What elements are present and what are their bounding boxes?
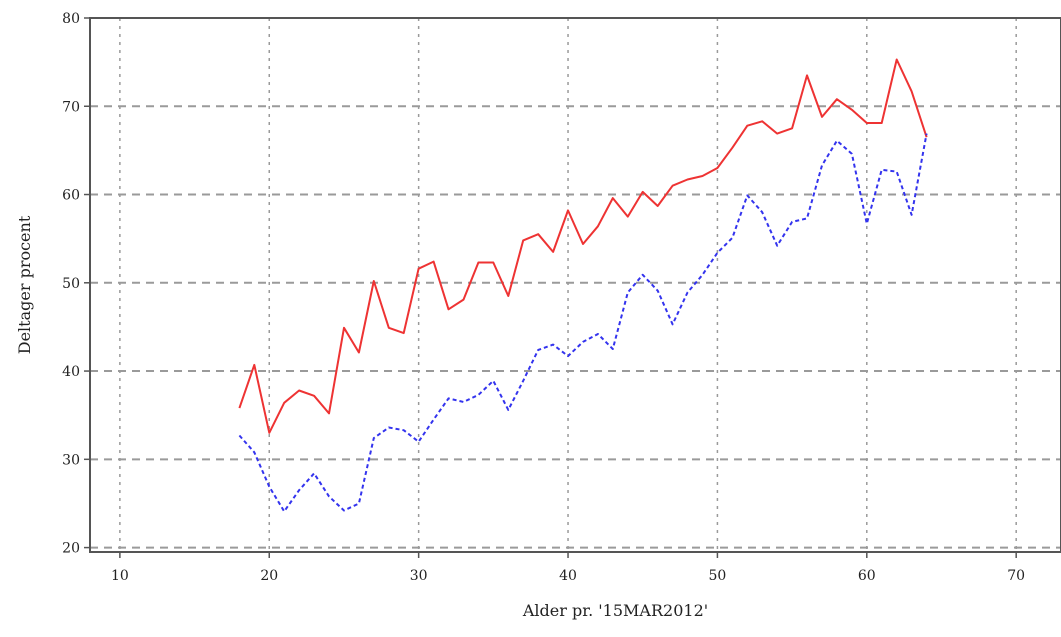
y-tick-label-70: 70 bbox=[62, 99, 80, 115]
y-tick-label-60: 60 bbox=[62, 188, 80, 204]
y-tick-label-80: 80 bbox=[62, 11, 80, 27]
series-lines bbox=[238, 58, 928, 513]
series-line-2 bbox=[238, 133, 928, 513]
x-tick-label-50: 50 bbox=[709, 568, 727, 584]
x-tick-label-70: 70 bbox=[1007, 568, 1025, 584]
y-tick-label-30: 30 bbox=[62, 452, 80, 468]
y-tick-label-20: 20 bbox=[62, 541, 80, 557]
x-tick-label-20: 20 bbox=[260, 568, 278, 584]
x-tick-label-60: 60 bbox=[858, 568, 876, 584]
y-axis-title: Deltager procent bbox=[15, 215, 34, 354]
plot-frame bbox=[89, 17, 1061, 553]
x-axis-title: Alder pr. '15MAR2012' bbox=[522, 601, 708, 620]
y-tick-label-50: 50 bbox=[62, 276, 80, 292]
x-tick-label-30: 30 bbox=[410, 568, 428, 584]
x-tick-label-10: 10 bbox=[111, 568, 129, 584]
x-tick-label-40: 40 bbox=[559, 568, 577, 584]
x-axis-ticks: 10 20 30 40 50 60 70 bbox=[111, 552, 1025, 584]
series-line-1 bbox=[238, 58, 928, 434]
y-tick-label-40: 40 bbox=[62, 364, 80, 380]
y-axis-ticks: 20 30 40 50 60 70 80 bbox=[62, 11, 90, 557]
grid-lines bbox=[90, 17, 1061, 552]
